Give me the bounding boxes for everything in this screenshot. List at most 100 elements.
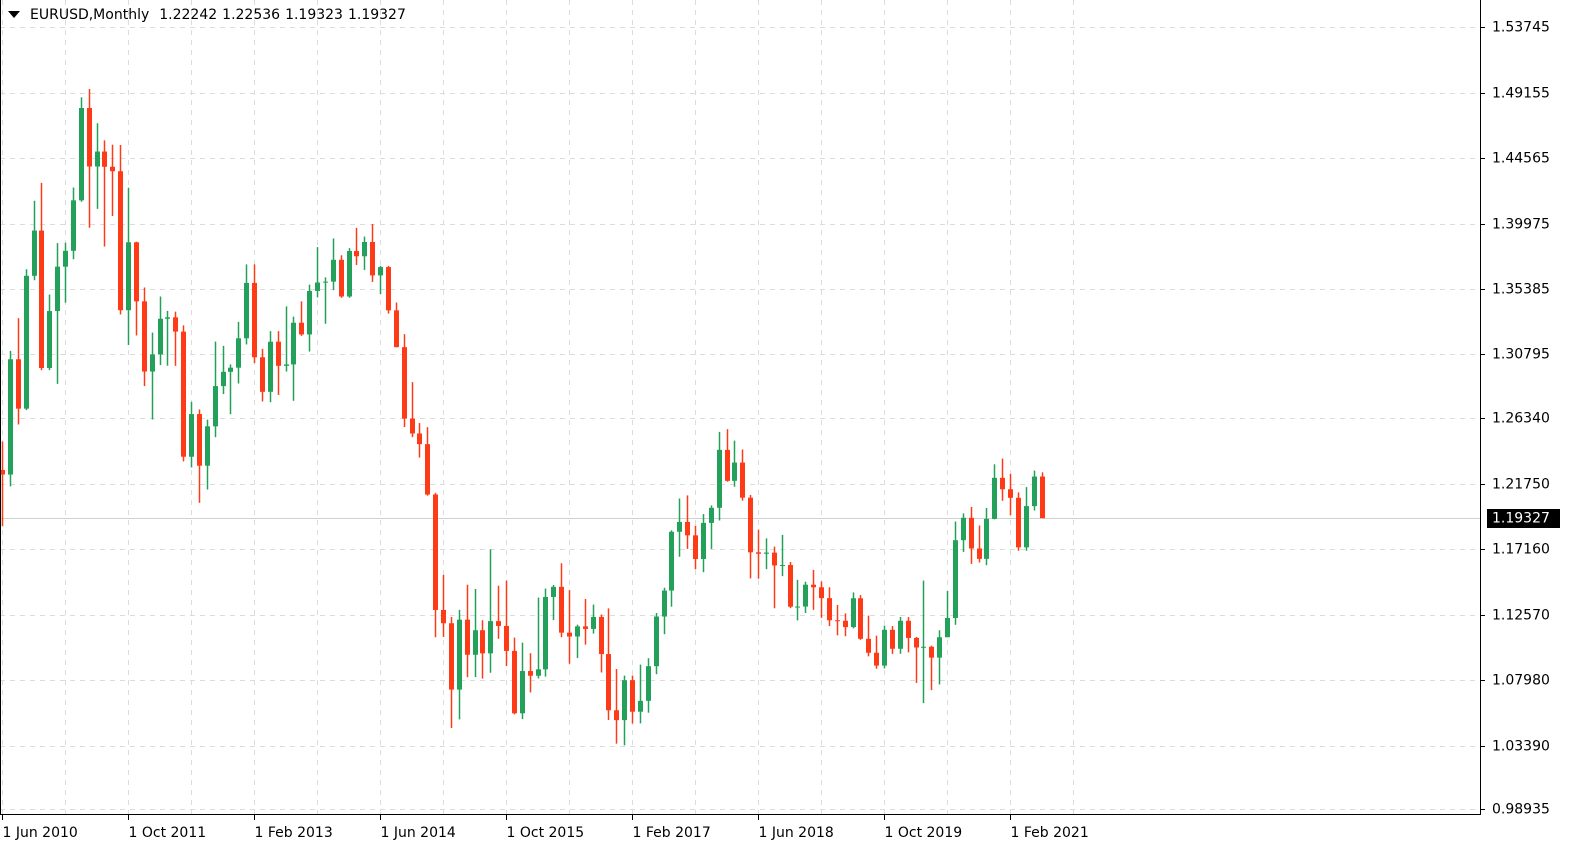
- candle-body: [496, 621, 501, 626]
- x-tick-label: 1 Jun 2014: [381, 825, 456, 841]
- candle-body: [520, 671, 525, 714]
- candle-body: [819, 587, 824, 599]
- candle-body: [441, 609, 446, 624]
- candle-body: [1040, 476, 1045, 519]
- candle-body: [386, 267, 391, 311]
- candle-body: [79, 108, 84, 201]
- candle-body: [449, 623, 454, 690]
- candle-body: [709, 507, 714, 523]
- x-tick-label: 1 Feb 2013: [255, 825, 333, 841]
- candles: [0, 89, 1045, 746]
- candle-body: [717, 449, 722, 508]
- y-tick-label: 1.39975: [1492, 217, 1550, 233]
- candle-body: [858, 598, 863, 639]
- candle-body: [347, 250, 352, 297]
- candle-body: [551, 586, 556, 597]
- candle-body: [984, 518, 989, 559]
- candle-body: [339, 259, 344, 297]
- price-label: 1.19327: [1492, 511, 1550, 527]
- candle-body: [260, 357, 265, 392]
- candle-body: [213, 386, 218, 427]
- candle-body: [851, 598, 856, 628]
- candle-body: [654, 616, 659, 667]
- candle-body: [95, 151, 100, 167]
- candle-body: [110, 166, 115, 172]
- candle-body: [181, 331, 186, 457]
- candle-body: [599, 616, 604, 655]
- x-tick-label: 1 Feb 2021: [1011, 825, 1089, 841]
- candle-body: [488, 621, 493, 654]
- y-tick-label: 1.35385: [1492, 282, 1550, 298]
- grid: [0, 0, 1480, 814]
- candle-body: [622, 680, 627, 721]
- header-high: 1.22536: [222, 7, 280, 23]
- candle-body: [591, 616, 596, 629]
- candle-body: [512, 650, 517, 714]
- candle-body: [1016, 497, 1021, 548]
- candle-body: [740, 462, 745, 498]
- x-tick-label: 1 Feb 2017: [633, 825, 711, 841]
- candle-body: [284, 364, 289, 366]
- candle-body: [417, 433, 422, 445]
- candle-body: [16, 359, 21, 409]
- candle-body: [71, 200, 76, 251]
- y-tick-label: 1.26340: [1492, 411, 1550, 427]
- candle-body: [173, 317, 178, 332]
- candle-body: [693, 535, 698, 560]
- price-label-box: [1487, 509, 1560, 528]
- candle-body: [47, 311, 52, 368]
- candle-body: [425, 444, 430, 495]
- y-tick-label: 1.17160: [1492, 542, 1550, 558]
- candle-body: [638, 700, 643, 712]
- y-tick-label: 1.30795: [1492, 347, 1550, 363]
- candle-body: [378, 267, 383, 276]
- candle-body: [898, 620, 903, 649]
- candle-body: [977, 548, 982, 559]
- chart-header: EURUSD,Monthly 1.22242 1.22536 1.19323 1.193…: [30, 7, 406, 23]
- candle-body: [945, 617, 950, 638]
- candle-body: [528, 671, 533, 676]
- candle-body: [24, 275, 29, 409]
- candle-body: [929, 646, 934, 658]
- candle-body: [677, 521, 682, 532]
- header-open: 1.22242: [159, 7, 217, 23]
- candle-body: [937, 637, 942, 658]
- candle-body: [291, 322, 296, 365]
- candle-body: [890, 629, 895, 649]
- candle-body: [189, 414, 194, 457]
- candle-body: [410, 418, 415, 434]
- candle-body: [118, 171, 123, 311]
- candle-body: [685, 521, 690, 536]
- candle-body: [953, 540, 958, 618]
- candle-body: [142, 301, 147, 372]
- candle-body: [614, 710, 619, 721]
- candle-body: [244, 282, 249, 339]
- y-tick-label: 1.49155: [1492, 86, 1550, 102]
- candle-body: [536, 669, 541, 676]
- candle-body: [606, 654, 611, 711]
- candle-body: [504, 625, 509, 651]
- candle-body: [32, 230, 37, 276]
- candle-body: [1000, 477, 1005, 490]
- candle-body: [835, 620, 840, 622]
- candle-body: [252, 282, 257, 358]
- candle-body: [567, 632, 572, 637]
- candle-body: [969, 517, 974, 549]
- candle-body: [268, 341, 273, 392]
- candle-body: [228, 367, 233, 372]
- candle-body: [764, 552, 769, 554]
- candle-body: [748, 497, 753, 553]
- x-tick-label: 1 Jun 2018: [759, 825, 834, 841]
- candle-body: [0, 469, 5, 475]
- candle-body: [811, 584, 816, 588]
- candle-body: [772, 552, 777, 566]
- candle-body: [725, 449, 730, 481]
- candle-body: [433, 494, 438, 610]
- candle-body: [756, 552, 761, 554]
- candle-body: [8, 359, 13, 475]
- candle-body: [583, 626, 588, 629]
- candle-body: [921, 646, 926, 648]
- candle-body: [992, 477, 997, 519]
